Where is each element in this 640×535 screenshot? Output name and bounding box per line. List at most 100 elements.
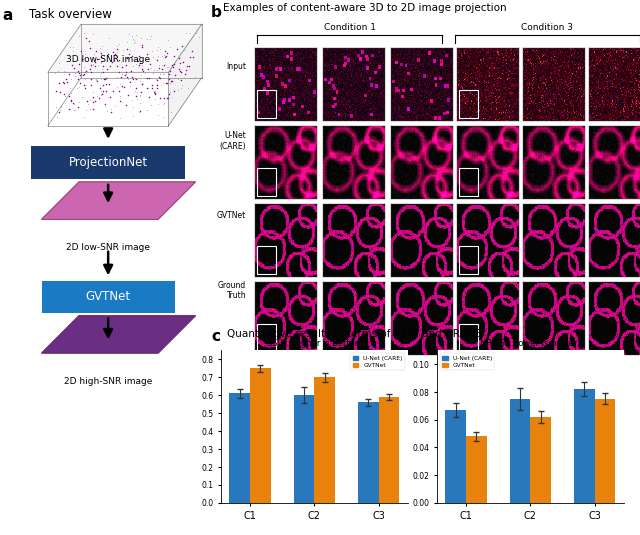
Point [130,73,140,82]
Point [96,59,106,67]
Point [91,75,101,84]
Text: Task overview: Task overview [29,8,112,21]
Point [81,67,92,76]
Point [145,59,155,68]
Point [77,55,87,64]
Point [158,100,168,109]
Point [160,47,170,56]
Point [152,110,163,119]
Point [120,71,131,79]
Point [112,41,122,50]
Point [51,86,61,95]
Point [152,65,162,74]
Point [74,71,84,80]
Point [112,62,122,71]
Point [159,51,169,59]
Point [140,68,150,77]
Point [65,43,75,51]
Point [168,52,179,60]
Point [159,99,169,108]
Point [174,65,184,73]
Point [64,92,74,101]
Point [102,50,113,58]
Title: NRMSE (lower is better): NRMSE (lower is better) [480,339,580,348]
Point [149,66,159,75]
Point [100,99,111,108]
Text: b: b [211,5,222,20]
Point [97,65,107,74]
Text: ProjectionNet: ProjectionNet [68,156,148,169]
Point [125,67,136,75]
Point [157,61,168,70]
Point [90,58,100,66]
Point [116,62,127,71]
Point [137,65,147,74]
Point [96,58,106,66]
Point [112,44,122,53]
Point [167,60,177,69]
Point [97,42,107,50]
Text: a: a [2,8,12,23]
Point [63,70,74,78]
Point [115,91,125,100]
Bar [460,246,478,274]
Point [111,51,122,60]
Point [124,29,134,38]
Point [88,105,98,113]
Point [147,47,157,55]
Point [165,66,175,75]
Text: 2D low-SNR image: 2D low-SNR image [66,243,150,253]
Point [99,81,109,89]
Point [170,70,180,79]
Point [81,34,92,43]
Point [112,73,122,81]
Point [53,66,63,75]
Point [122,54,132,62]
Bar [466,437,486,503]
Point [118,45,129,54]
Point [97,89,107,98]
Point [155,73,165,82]
Point [166,108,177,117]
Point [131,59,141,68]
Point [167,77,177,85]
Point [67,60,77,69]
Point [68,47,78,56]
Point [116,73,126,81]
Point [53,58,63,67]
Point [184,62,194,70]
Point [56,102,67,110]
Point [133,63,143,72]
Point [158,79,168,87]
Point [59,79,69,88]
Point [108,48,118,57]
Point [156,94,166,102]
Point [96,75,106,83]
Point [134,98,145,107]
Point [61,74,71,83]
Point [131,74,141,83]
Point [127,35,138,43]
Point [74,69,84,78]
Bar [314,377,335,503]
Point [100,74,110,83]
Point [163,63,173,71]
Point [54,105,65,114]
Point [127,74,138,83]
Point [181,65,191,74]
Bar [445,410,466,503]
Point [163,93,173,102]
Point [59,89,69,98]
Point [184,52,195,61]
Point [63,89,74,98]
Point [86,61,96,70]
Point [79,47,90,55]
Point [125,82,136,90]
Point [93,94,104,102]
Bar [31,146,185,179]
Point [109,55,119,64]
Point [92,77,102,86]
Point [169,60,179,68]
Point [164,74,175,83]
Point [54,79,64,88]
